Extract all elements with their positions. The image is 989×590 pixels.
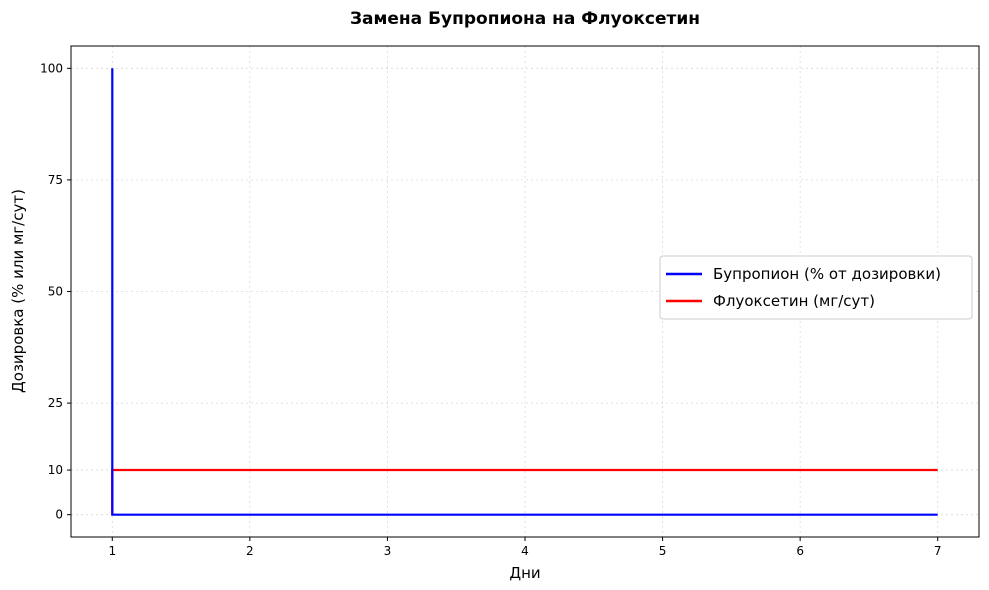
x-tick-label: 5	[659, 544, 667, 558]
y-tick-label: 100	[40, 61, 63, 75]
series-line-bupropion	[111, 68, 938, 516]
y-axis-label: Дозировка (% или мг/сут)	[9, 189, 27, 393]
x-tick-label: 6	[796, 544, 804, 558]
y-tick-label: 25	[48, 396, 63, 410]
legend: Бупропион (% от дозировки) Флуоксетин (м…	[659, 255, 973, 320]
x-axis-label: Дни	[509, 564, 540, 582]
legend-label-fluoxetine: Флуоксетин (мг/сут)	[713, 292, 875, 310]
series-layer	[111, 68, 938, 516]
x-tick-label: 1	[108, 544, 116, 558]
chart-title: Замена Бупропиона на Флуоксетин	[350, 9, 700, 29]
legend-box	[659, 255, 973, 320]
x-tick-label: 3	[384, 544, 392, 558]
y-tick-label: 50	[48, 285, 63, 299]
legend-label-bupropion: Бупропион (% от дозировки)	[713, 265, 941, 283]
x-tick-label: 7	[934, 544, 942, 558]
y-tick-label: 10	[48, 463, 63, 477]
y-tick-label: 0	[55, 508, 63, 522]
x-tick-label: 2	[246, 544, 254, 558]
y-tick-label: 75	[48, 173, 63, 187]
ticks: 1 2 3 4 5 6 7 0 10 25 50 75 100	[40, 61, 941, 558]
x-tick-label: 4	[521, 544, 529, 558]
